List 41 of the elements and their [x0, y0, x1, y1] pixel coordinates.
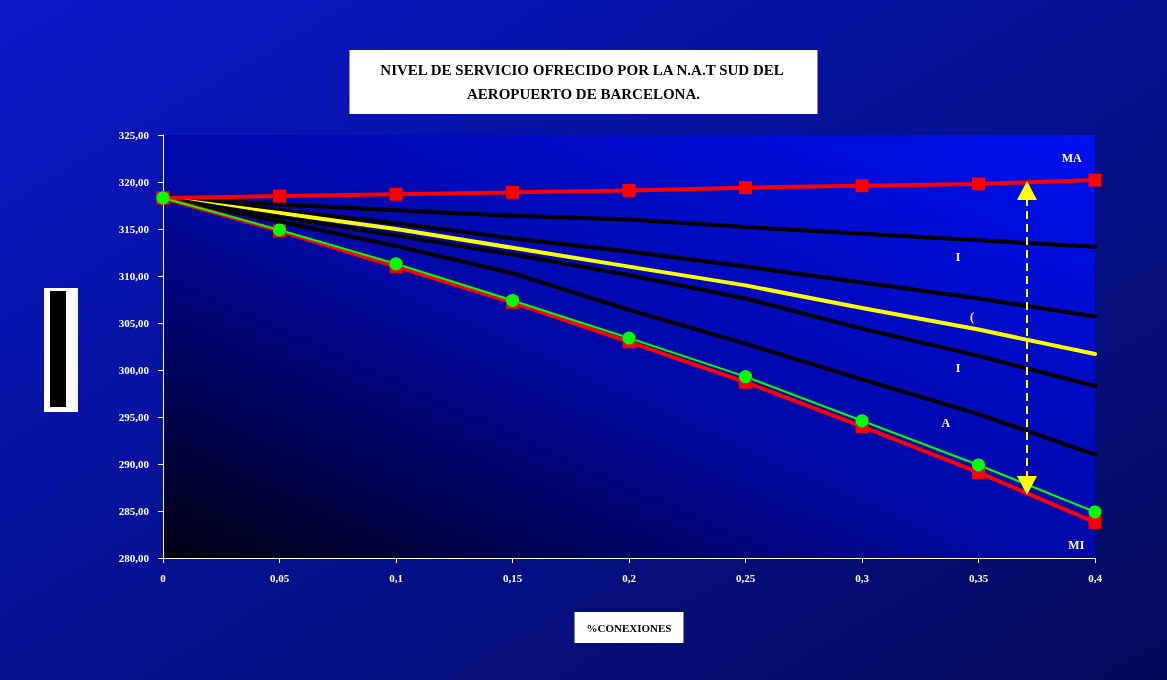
point — [273, 189, 286, 203]
y-tick-label: 290,00 — [118, 458, 150, 470]
point — [506, 185, 519, 199]
point — [972, 458, 985, 472]
point — [622, 183, 636, 197]
annotation: ( — [969, 309, 974, 324]
point — [855, 414, 869, 428]
chart-title: NIVEL DE SERVICIO OFRECIDO POR LA N.A.T SUD DEL AEROPUERTO DE BARCELONA. — [380, 62, 787, 102]
annotation: MI — [1068, 538, 1085, 553]
point — [855, 179, 869, 193]
point — [1088, 173, 1102, 187]
x-tick-label: 0,3 — [855, 571, 870, 584]
x-axis-title: %CONEXIONES — [586, 621, 672, 634]
annotation: I — [955, 360, 961, 375]
annotation: MA — [1061, 151, 1083, 166]
x-tick-label: 0,2 — [622, 571, 637, 584]
point — [739, 370, 752, 384]
x-tick-label: 0,1 — [389, 571, 403, 584]
x-tick-label: 0,25 — [735, 571, 756, 584]
y-tick-label: 325,00 — [118, 129, 150, 141]
y-tick-label: 310,00 — [118, 270, 150, 282]
y-tick-label: 280,00 — [118, 552, 150, 564]
point — [972, 177, 985, 191]
x-tick-label: 0,35 — [968, 571, 989, 584]
point — [1088, 505, 1102, 519]
point — [1088, 515, 1102, 529]
x-tick-label: 0,15 — [502, 571, 523, 584]
y-tick-label: 305,00 — [118, 317, 150, 329]
annotation: I — [955, 249, 961, 264]
y-tick-label: 320,00 — [118, 176, 150, 188]
annotation: A — [941, 415, 951, 430]
x-tick-label: 0,05 — [269, 571, 290, 584]
point — [739, 181, 752, 195]
y-tick-label: 295,00 — [118, 411, 150, 423]
x-tick-label: 0,4 — [1088, 571, 1103, 584]
y-tick-label: 300,00 — [118, 364, 150, 376]
point — [622, 331, 636, 345]
y-tick-label: 315,00 — [118, 223, 150, 235]
point — [389, 187, 403, 201]
x-tick-label: 0 — [160, 571, 167, 584]
y-tick-label: 285,00 — [118, 505, 150, 517]
